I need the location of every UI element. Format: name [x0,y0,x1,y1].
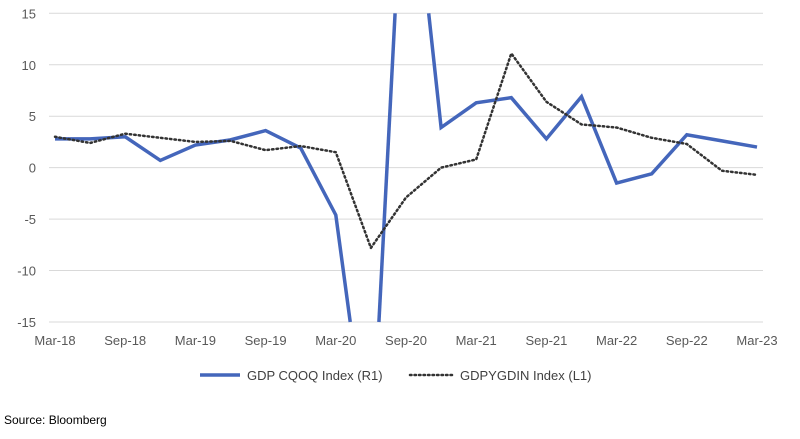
series-line-0 [377,13,397,323]
x-tick-label: Mar-22 [596,333,637,348]
x-tick-label: Sep-20 [385,333,427,348]
y-tick-label: -5 [24,212,36,227]
x-tick-label: Mar-18 [34,333,75,348]
gridlines [49,12,763,323]
x-tick-label: Mar-20 [315,333,356,348]
x-tick-label: Mar-23 [736,333,777,348]
x-tick-label: Sep-21 [525,333,567,348]
legend-label-gdpygdin: GDPYGDIN Index (L1) [460,368,592,383]
legend-label-gdp-cqoq: GDP CQOQ Index (R1) [247,368,383,383]
y-tick-label: 15 [22,6,36,21]
y-axis-ticks: 15 10 5 0 -5 -10 -15 [17,6,36,330]
y-tick-label: 5 [29,109,36,124]
x-axis-ticks: Mar-18 Sep-18 Mar-19 Sep-19 Mar-20 Sep-20 Mar-… [34,333,777,348]
y-tick-label: -10 [17,264,36,279]
series-lines [53,13,759,323]
source-note: Source: Bloomberg [4,413,107,427]
x-tick-label: Sep-22 [666,333,708,348]
x-tick-label: Sep-19 [245,333,287,348]
y-tick-label: 10 [22,58,36,73]
x-tick-label: Mar-21 [456,333,497,348]
x-tick-label: Sep-18 [104,333,146,348]
series-line-1 [53,50,759,251]
x-tick-label: Mar-19 [175,333,216,348]
series-line-0 [55,128,352,323]
y-tick-label: 0 [29,161,36,176]
legend: GDP CQOQ Index (R1) GDPYGDIN Index (L1) [200,368,592,383]
y-tick-label: -15 [17,315,36,330]
